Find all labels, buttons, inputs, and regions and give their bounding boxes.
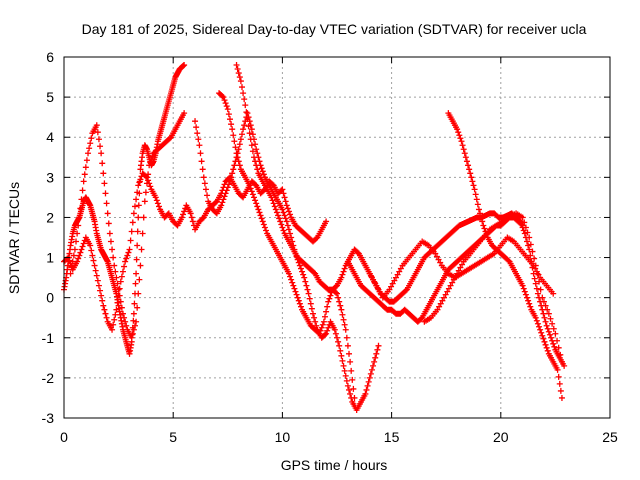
y-tick-label: 4 [46,129,54,145]
y-tick-label: 1 [46,250,54,266]
series-sat-c [67,110,188,341]
x-axis-ticks: 0 5 10 15 20 25 [60,57,618,445]
x-tick-label: 20 [493,429,509,445]
series-markers [67,110,188,341]
y-tick-label: 0 [46,290,54,306]
series-sat-g [344,214,526,325]
series-sat-e [216,90,358,401]
series-markers [192,110,382,413]
x-axis-label: GPS time / hours [281,457,388,473]
series-markers [344,214,526,325]
data-points [61,62,568,413]
x-tick-label: 0 [60,429,68,445]
y-tick-label: -2 [42,370,55,386]
x-tick-label: 10 [275,429,291,445]
series-markers [421,210,565,365]
grid-lines [64,57,610,418]
y-axis-label: SDTVAR / TECUs [6,182,22,294]
y-tick-label: -1 [42,330,55,346]
plot-frame [63,56,611,419]
y-tick-label: 5 [46,89,54,105]
series-sat-j [421,210,565,365]
x-tick-label: 5 [169,429,177,445]
x-tick-label: 15 [384,429,400,445]
chart-title: Day 181 of 2025, Sidereal Day-to-day VTE… [82,21,587,37]
y-tick-label: 2 [46,209,54,225]
series-markers [216,90,358,401]
y-tick-label: -3 [42,410,55,426]
x-tick-label: 25 [602,429,618,445]
y-axis-ticks: -3 -2 -1 0 1 2 3 4 5 6 [42,49,610,426]
y-tick-label: 6 [46,49,54,65]
y-tick-label: 3 [46,169,54,185]
series-sat-d [192,110,382,413]
